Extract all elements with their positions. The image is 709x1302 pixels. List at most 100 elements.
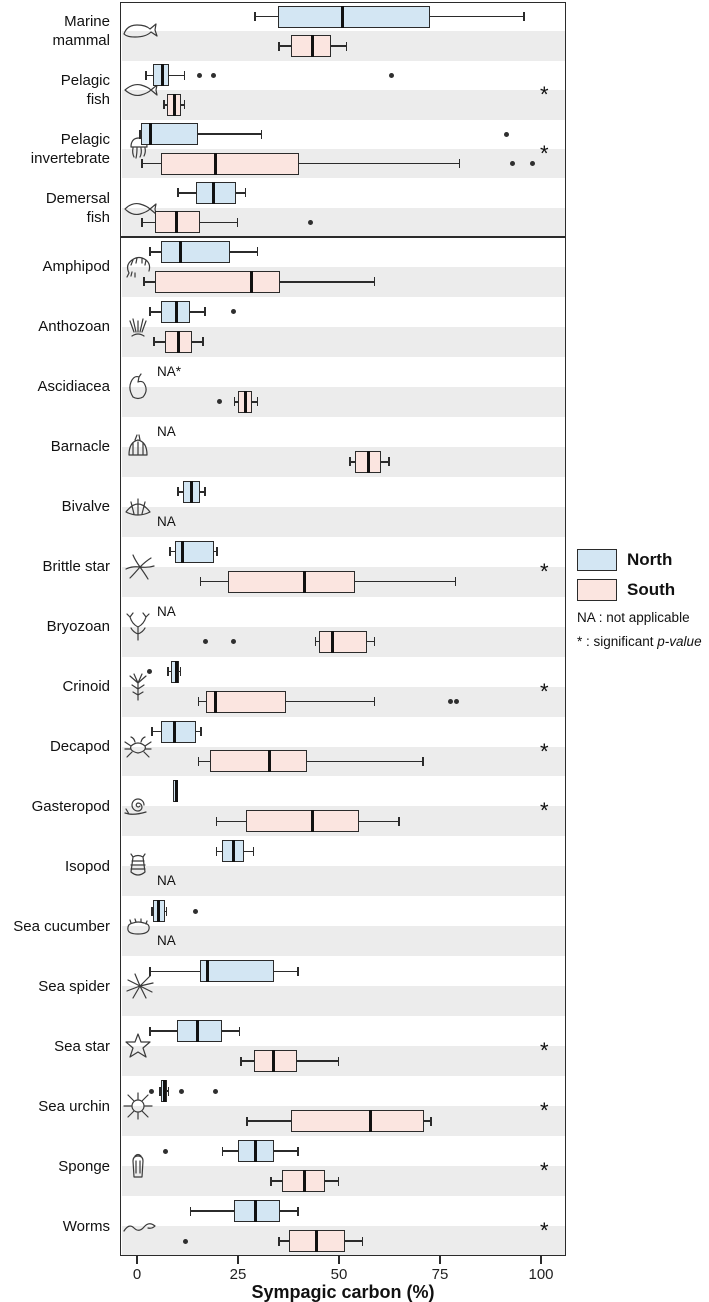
south-whisker-cap	[215, 816, 218, 826]
significance-asterisk: *	[540, 1098, 549, 1124]
north-median-line	[175, 300, 179, 323]
north-whisker-cap	[523, 12, 525, 22]
significance-asterisk: *	[540, 140, 549, 166]
category-label: Sea urchin	[0, 1097, 110, 1116]
north-outlier-dot	[162, 1148, 168, 1154]
pelagic-fish-icon	[122, 75, 158, 105]
category-label: Ascidiacea	[0, 377, 110, 396]
category-label: Bryozoan	[0, 617, 110, 636]
significance-asterisk: *	[540, 1158, 549, 1184]
north-median-line	[189, 480, 193, 503]
south-whisker-cap	[349, 457, 351, 467]
south-median-line	[250, 270, 254, 293]
row-stripe	[121, 90, 565, 120]
south-whisker-cap	[458, 159, 461, 169]
category-label-line: Gasteropod	[31, 797, 110, 815]
category-label-line: Amphipod	[42, 258, 110, 276]
category-label: Bivalve	[0, 497, 110, 516]
south-whisker-cap	[197, 756, 200, 766]
north-whisker-cap	[151, 727, 153, 736]
row-stripe	[121, 446, 565, 477]
north-box	[233, 1200, 281, 1223]
south-whisker-cap	[199, 577, 202, 587]
north-outlier-dot	[231, 309, 237, 315]
significance-asterisk: *	[540, 558, 549, 584]
south-box	[254, 1050, 297, 1073]
category-label-line: mammal	[52, 32, 110, 50]
crab-icon	[122, 732, 158, 762]
north-box	[171, 660, 180, 683]
north-box	[141, 123, 198, 146]
sea-spider-icon	[122, 971, 158, 1001]
category-label-line: Bivalve	[61, 498, 110, 516]
row-stripe	[121, 506, 565, 537]
north-outlier-dot	[213, 1088, 219, 1094]
south-whisker-cap	[197, 697, 200, 707]
north-median-line	[149, 123, 153, 146]
south-whisker-cap	[256, 397, 259, 407]
north-whisker-cap	[260, 129, 263, 139]
north-whisker-cap	[139, 129, 141, 139]
south-whisker-cap	[373, 637, 376, 647]
x-axis-tick	[439, 1256, 441, 1264]
south-median-line	[310, 810, 314, 833]
south-whisker-cap	[183, 100, 186, 110]
category-label-line: Sea star	[54, 1037, 110, 1055]
north-whisker-cap	[149, 247, 151, 257]
bivalve-shell-icon	[122, 492, 158, 522]
north-whisker-cap	[252, 846, 255, 856]
category-label-line: Pelagic	[60, 130, 110, 148]
south-whisker-cap	[163, 100, 165, 110]
category-label: Anthozoan	[0, 317, 110, 336]
north-outlier-dot	[148, 1088, 154, 1094]
category-label: Isopod	[0, 857, 110, 876]
category-label: Pelagic invertebrate	[0, 130, 110, 168]
south-median-line	[175, 211, 179, 234]
north-outlier-dot	[197, 72, 203, 78]
isopod-icon	[122, 851, 158, 881]
legend: North South NA : not applicable * : sign…	[577, 549, 707, 649]
south-median-line	[213, 690, 217, 713]
south-whisker-cap	[141, 159, 143, 169]
north-whisker-cap	[216, 547, 218, 557]
south-box	[290, 35, 331, 58]
north-median-line	[254, 1140, 258, 1163]
category-label: Crinoid	[0, 677, 110, 696]
north-outlier-dot	[504, 131, 510, 137]
north-median-line	[175, 660, 179, 683]
row-stripe	[121, 1166, 565, 1197]
south-na-label: NA	[157, 873, 176, 889]
category-label: Marine mammal	[0, 12, 110, 50]
jellyfish-icon	[122, 134, 158, 164]
south-whisker-cap	[202, 337, 204, 347]
south-whisker	[197, 700, 376, 703]
north-whisker-cap	[177, 188, 179, 198]
significance-asterisk: *	[540, 738, 549, 764]
significance-asterisk: *	[540, 798, 549, 824]
south-whisker-cap	[361, 1236, 364, 1246]
north-outlier-dot	[211, 72, 217, 78]
south-outlier-dot	[510, 161, 516, 167]
category-label-line: Sea cucumber	[13, 917, 110, 935]
category-label: Barnacle	[0, 437, 110, 456]
north-median-line	[174, 780, 178, 803]
na-definition-note: NA : not applicable	[577, 610, 690, 625]
south-median-line	[367, 450, 371, 473]
legend-entry-south: South	[577, 579, 707, 601]
category-label-line: Decapod	[49, 738, 110, 755]
north-median-line	[341, 5, 345, 28]
category-label-line: Sea spider	[38, 977, 110, 995]
category-label-line: Barnacle	[50, 438, 110, 456]
north-whisker-cap	[297, 1146, 299, 1156]
north-outlier-dot	[178, 1088, 184, 1094]
north-whisker-cap	[238, 1026, 241, 1036]
south-median-line	[272, 1050, 276, 1073]
south-median-line	[268, 750, 272, 773]
north-box	[161, 240, 230, 263]
x-axis-tick	[338, 1256, 340, 1264]
category-label: Sea cucumber	[0, 917, 110, 936]
sponge-icon	[122, 1151, 158, 1181]
category-label: Sea spider	[0, 977, 110, 996]
sea-cucumber-icon	[122, 911, 158, 941]
north-whisker-cap	[169, 547, 171, 557]
